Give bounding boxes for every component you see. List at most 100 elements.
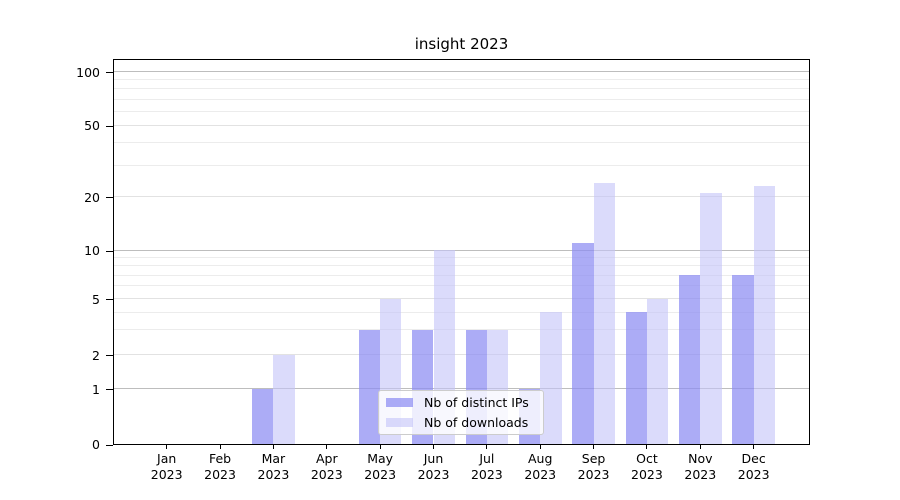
minor-gridline-60 — [114, 110, 809, 112]
x-tick-year: 2023 — [577, 467, 610, 482]
y-tick-50 — [106, 125, 113, 127]
x-tick-may — [379, 445, 381, 449]
x-tick-month: Mar — [261, 451, 286, 466]
x-tick-year: 2023 — [310, 467, 343, 482]
minor-gridline-4 — [114, 311, 809, 313]
x-tick-month: Dec — [741, 451, 766, 466]
x-tick-feb — [219, 445, 221, 449]
minor-gridline-8 — [114, 265, 809, 267]
legend-swatch-downloads — [386, 417, 413, 427]
gridline-20 — [114, 196, 809, 198]
minor-gridline-3 — [114, 329, 809, 331]
bar-sep-downloads — [593, 182, 615, 444]
legend: Nb of distinct IPs Nb of downloads — [378, 390, 544, 435]
legend-label-distinct-ips: Nb of distinct IPs — [424, 395, 529, 411]
y-tick-label-100: 100 — [76, 64, 100, 80]
x-tick-year: 2023 — [631, 467, 663, 482]
x-tick-label-oct: Oct 2023 — [612, 451, 682, 483]
x-tick-year: 2023 — [417, 467, 450, 482]
x-tick-jun — [433, 445, 434, 449]
minor-gridline-9 — [114, 256, 809, 258]
x-tick-month: Apr — [315, 451, 338, 466]
x-tick-label-nov: Nov 2023 — [665, 451, 735, 483]
x-tick-aug — [539, 445, 541, 449]
x-tick-year: 2023 — [684, 467, 717, 482]
x-tick-mar — [272, 445, 274, 449]
gridline-5 — [114, 298, 809, 300]
x-tick-label-may: May 2023 — [345, 451, 415, 483]
gridline-100 — [114, 71, 809, 73]
legend-label-downloads: Nb of downloads — [424, 414, 529, 430]
x-tick-nov — [699, 445, 701, 449]
x-tick-label-apr: Apr 2023 — [292, 451, 362, 483]
x-tick-label-feb: Feb 2023 — [185, 451, 255, 483]
x-tick-label-dec: Dec 2023 — [719, 451, 789, 483]
plot-area: Nb of distinct IPs Nb of downloads — [113, 59, 810, 445]
bar-mar-downloads — [273, 354, 295, 444]
y-tick-label-5: 5 — [92, 291, 100, 307]
minor-gridline-90 — [114, 79, 809, 81]
x-tick-month: Jun — [423, 451, 444, 466]
x-tick-year: 2023 — [737, 467, 770, 482]
x-tick-label-jun: Jun 2023 — [399, 451, 469, 483]
x-tick-year: 2023 — [204, 467, 236, 482]
x-tick-month: Oct — [636, 451, 658, 466]
x-tick-label-jan: Jan 2023 — [132, 451, 202, 483]
x-tick-label-aug: Aug 2023 — [505, 451, 575, 483]
y-tick-label-1: 1 — [92, 381, 100, 397]
bar-may-distinct-ips — [358, 329, 381, 444]
x-tick-year: 2023 — [470, 467, 503, 482]
gridline-10 — [114, 249, 809, 251]
x-tick-month: Sep — [581, 451, 606, 466]
minor-gridline-6 — [114, 285, 809, 287]
bar-oct-downloads — [646, 298, 669, 444]
x-tick-month: May — [367, 451, 394, 466]
x-tick-sep — [593, 445, 595, 449]
x-tick-year: 2023 — [257, 467, 290, 482]
x-tick-label-mar: Mar 2023 — [238, 451, 308, 483]
minor-gridline-30 — [114, 164, 809, 166]
gridline-2 — [114, 354, 809, 356]
bar-nov-distinct-ips — [679, 275, 701, 444]
x-tick-label-jul: Jul 2023 — [452, 451, 522, 483]
y-tick-label-2: 2 — [92, 347, 100, 363]
bar-aug-downloads — [540, 312, 562, 444]
chart-title: insight 2023 — [414, 35, 509, 53]
bar-nov-downloads — [700, 193, 722, 444]
y-tick-label-50: 50 — [84, 118, 100, 134]
x-tick-jan — [166, 445, 168, 449]
minor-gridline-40 — [114, 142, 809, 144]
x-tick-month: Nov — [688, 451, 713, 466]
gridline-1 — [114, 388, 809, 390]
y-tick-label-10: 10 — [84, 243, 100, 258]
x-tick-month: Jan — [157, 451, 177, 466]
x-tick-oct — [646, 445, 648, 449]
x-tick-year: 2023 — [150, 467, 183, 482]
x-tick-year: 2023 — [524, 467, 557, 482]
x-tick-label-sep: Sep 2023 — [559, 451, 629, 483]
y-tick-label-20: 20 — [84, 189, 100, 205]
bar-mar-distinct-ips — [252, 388, 274, 444]
minor-gridline-7 — [114, 274, 809, 276]
x-tick-month: Aug — [528, 451, 553, 466]
bar-dec-downloads — [753, 185, 775, 444]
x-tick-dec — [753, 445, 755, 449]
y-tick-20 — [106, 197, 113, 199]
y-tick-5 — [106, 299, 113, 301]
y-tick-label-0: 0 — [92, 437, 100, 452]
bar-sep-distinct-ips — [572, 242, 594, 444]
legend-swatch-distinct-ips — [386, 398, 413, 408]
gridline-50 — [114, 124, 809, 126]
y-tick-1 — [106, 389, 113, 390]
y-tick-0 — [106, 444, 113, 446]
bar-dec-distinct-ips — [732, 275, 754, 444]
minor-gridline-80 — [114, 88, 809, 90]
y-tick-100 — [106, 72, 113, 74]
bar-oct-distinct-ips — [625, 312, 647, 444]
x-tick-month: Jul — [479, 451, 495, 466]
legend-item-distinct-ips: Nb of distinct IPs — [379, 394, 543, 412]
y-tick-10 — [106, 250, 113, 252]
x-tick-apr — [326, 445, 328, 449]
x-tick-jul — [486, 445, 488, 449]
minor-gridline-70 — [114, 98, 809, 100]
